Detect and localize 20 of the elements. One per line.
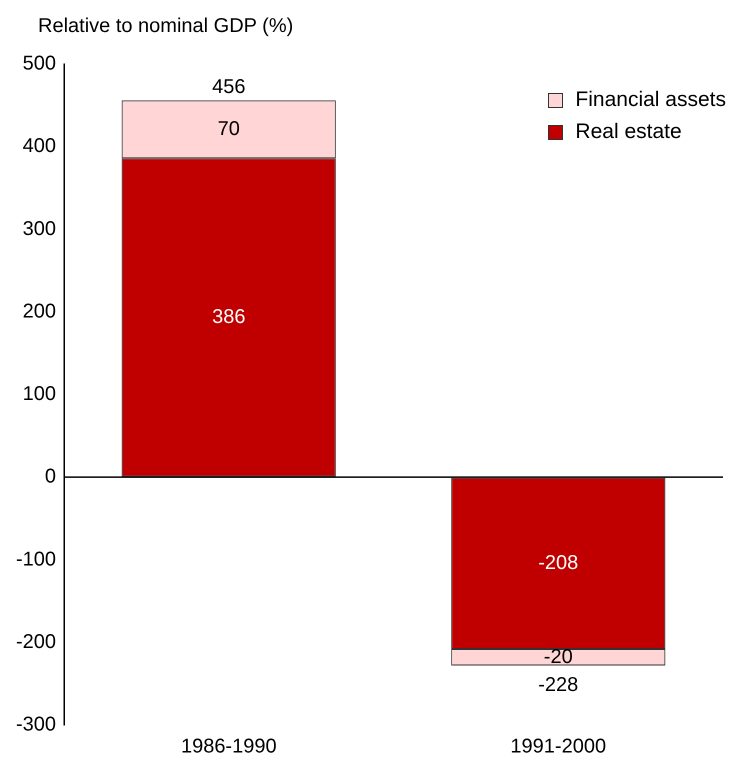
legend-label: Financial assets [575,88,726,112]
y-tick-label: 200 [22,300,56,322]
y-axis-title: Relative to nominal GDP (%) [37,14,294,39]
x-tick-label: 1991-2000 [510,736,606,758]
data-label: -20 [544,646,573,668]
y-tick-label: 300 [22,218,56,240]
data-label: -208 [538,552,578,574]
y-tick-label: 100 [22,383,56,406]
y-tick-label: -200 [16,630,56,653]
data-label: 386 [212,306,246,328]
y-tick-label: 400 [22,135,56,158]
y-tick-label: -300 [16,714,56,736]
y-tick-label: 500 [22,52,56,75]
x-tick-label: 1986-1990 [180,736,277,758]
legend-label: Real estate [575,120,682,144]
total-label: 456 [212,76,246,98]
y-tick-label: -100 [16,548,56,570]
y-tick-label: 0 [44,466,56,488]
data-label: 70 [218,118,240,140]
total-label: -228 [538,674,578,696]
